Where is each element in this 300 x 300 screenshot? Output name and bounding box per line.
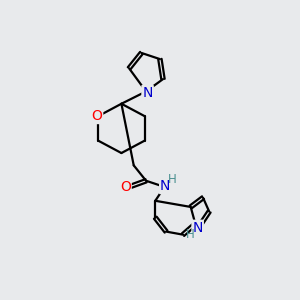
Text: H: H xyxy=(186,228,194,241)
Text: N: N xyxy=(193,221,203,235)
Text: O: O xyxy=(91,109,102,123)
Text: N: N xyxy=(142,86,153,100)
Text: H: H xyxy=(168,173,177,187)
Text: O: O xyxy=(120,180,131,194)
Text: N: N xyxy=(160,179,170,193)
